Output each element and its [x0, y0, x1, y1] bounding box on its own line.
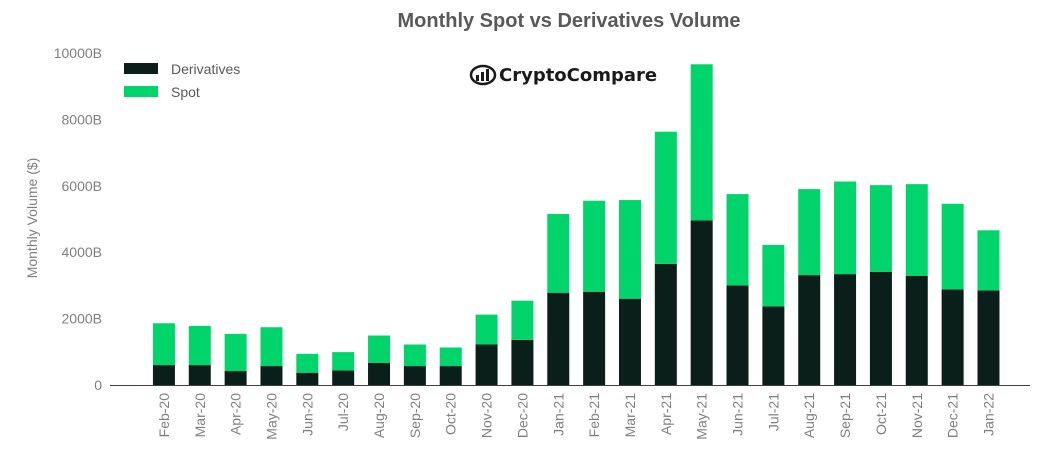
bar-spot-jul-21 — [762, 244, 785, 307]
bar-derivatives-dec-20 — [511, 339, 534, 385]
bar-spot-jan-22 — [977, 230, 1000, 291]
bar-derivatives-jul-20 — [332, 370, 355, 385]
legend-swatch-derivatives — [124, 63, 158, 74]
legend: Derivatives Spot — [124, 61, 240, 100]
x-tick-label: Nov-20 — [479, 393, 495, 438]
x-tick-label: Feb-20 — [156, 393, 172, 438]
y-tick-label: 10000B — [54, 45, 102, 61]
y-tick-label: 6000B — [62, 178, 102, 194]
bar-derivatives-may-20 — [260, 366, 283, 385]
x-tick-labels: Feb-20 Mar-20 Apr-20 May-20 Jun-20 Jul-20 Aug-… — [156, 393, 997, 440]
bar-derivatives-mar-20 — [188, 365, 211, 385]
legend-label-spot: Spot — [171, 84, 200, 100]
x-tick-label: Sep-20 — [407, 393, 423, 438]
cryptocompare-logo: CryptoCompare — [469, 64, 657, 86]
bar-spot-apr-20 — [224, 333, 247, 372]
bar-derivatives-jan-21 — [547, 292, 570, 385]
y-tick-label: 2000B — [62, 311, 102, 327]
x-tick-label: May-21 — [694, 393, 710, 440]
bar-spot-sep-20 — [403, 344, 426, 367]
bar-spot-may-21 — [690, 64, 713, 221]
bar-derivatives-may-21 — [690, 220, 713, 385]
bar-spot-apr-21 — [654, 131, 677, 264]
x-tick-label: Jan-22 — [980, 393, 996, 436]
x-tick-label: Apr-20 — [228, 393, 244, 435]
bar-derivatives-jun-21 — [726, 285, 749, 385]
y-tick-labels: 0 2000B 4000B 6000B 8000B 10000B — [54, 45, 102, 393]
x-tick-label: Dec-20 — [514, 393, 530, 438]
bar-derivatives-mar-21 — [618, 298, 641, 385]
bar-spot-sep-21 — [834, 181, 857, 275]
x-tick-label: Aug-20 — [371, 393, 387, 438]
bar-spot-nov-20 — [475, 314, 498, 345]
cryptocompare-logo-icon — [469, 64, 497, 86]
x-tick-label: May-20 — [263, 393, 279, 440]
x-tick-label: Apr-21 — [658, 393, 674, 435]
bar-spot-mar-20 — [188, 325, 211, 366]
bars — [152, 64, 1000, 385]
x-tick-label: Oct-20 — [443, 393, 459, 435]
x-tick-label: Oct-21 — [873, 393, 889, 435]
bar-spot-jun-21 — [726, 194, 749, 286]
bar-spot-dec-20 — [511, 300, 534, 340]
bar-derivatives-nov-21 — [905, 275, 928, 385]
bar-spot-jan-21 — [547, 214, 570, 293]
bar-spot-may-20 — [260, 327, 283, 367]
bar-derivatives-jan-22 — [977, 290, 1000, 385]
x-tick-label: Sep-21 — [837, 393, 853, 438]
bar-derivatives-nov-20 — [475, 344, 498, 385]
bar-spot-dec-21 — [941, 203, 964, 290]
x-tick-label: Nov-21 — [909, 393, 925, 438]
x-tick-label: Jul-21 — [765, 393, 781, 431]
bar-derivatives-aug-20 — [368, 362, 391, 385]
bar-spot-jun-20 — [296, 353, 319, 373]
bar-derivatives-dec-21 — [941, 289, 964, 385]
legend-label-derivatives: Derivatives — [171, 61, 240, 77]
x-tick-label: Mar-21 — [622, 393, 638, 438]
bar-spot-aug-20 — [368, 335, 391, 363]
bar-derivatives-jun-20 — [296, 372, 319, 385]
bar-derivatives-feb-20 — [152, 365, 175, 385]
x-tick-label: Feb-21 — [586, 393, 602, 438]
bar-derivatives-feb-21 — [583, 291, 606, 385]
bar-derivatives-oct-21 — [869, 271, 892, 385]
bar-spot-oct-20 — [439, 347, 462, 367]
bar-spot-mar-21 — [618, 200, 641, 299]
bar-derivatives-sep-20 — [403, 366, 426, 385]
x-tick-label: Jan-21 — [550, 393, 566, 436]
bar-derivatives-aug-21 — [798, 275, 821, 385]
bar-derivatives-oct-20 — [439, 366, 462, 385]
chart-title: Monthly Spot vs Derivatives Volume — [397, 10, 740, 32]
x-tick-label: Jul-20 — [335, 393, 351, 431]
bar-derivatives-apr-20 — [224, 371, 247, 385]
bar-spot-jul-20 — [332, 352, 355, 371]
x-tick-label: Jun-21 — [730, 393, 746, 436]
bar-derivatives-apr-21 — [654, 263, 677, 385]
x-tick-label: Aug-21 — [801, 393, 817, 438]
bar-spot-aug-21 — [798, 189, 821, 276]
y-tick-label: 4000B — [62, 244, 102, 260]
y-tick-label: 8000B — [62, 111, 102, 127]
y-tick-label: 0 — [94, 377, 102, 393]
bar-spot-feb-21 — [583, 200, 606, 292]
x-tick-label: Dec-21 — [945, 393, 961, 438]
bar-spot-feb-20 — [152, 323, 175, 366]
x-tick-label: Mar-20 — [192, 393, 208, 438]
x-tick-label: Jun-20 — [299, 393, 315, 436]
bar-derivatives-jul-21 — [762, 306, 785, 385]
bar-derivatives-sep-21 — [834, 274, 857, 385]
logo-text: CryptoCompare — [499, 65, 657, 86]
bar-spot-nov-21 — [905, 184, 928, 276]
y-axis-label: Monthly Volume ($) — [24, 158, 40, 279]
legend-swatch-spot — [124, 86, 158, 97]
bar-spot-oct-21 — [869, 185, 892, 272]
